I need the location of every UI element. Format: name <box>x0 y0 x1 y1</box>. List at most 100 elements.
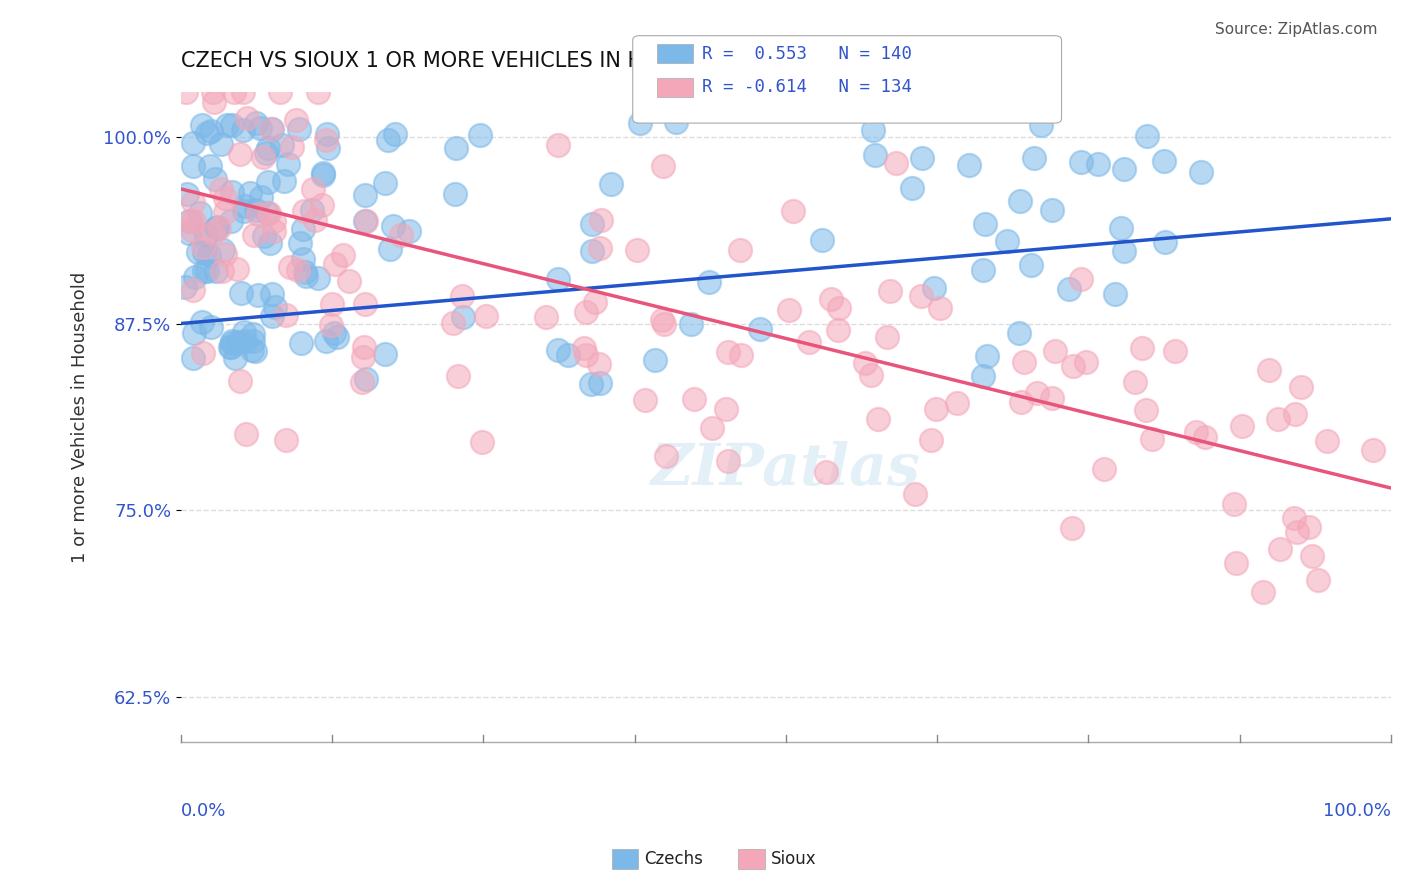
Point <box>332 248 354 262</box>
Point <box>474 309 496 323</box>
Point <box>581 218 603 232</box>
Point <box>193 264 215 278</box>
Point <box>224 351 246 366</box>
Point <box>307 85 329 99</box>
Point <box>191 315 214 329</box>
Point <box>778 303 800 318</box>
Point <box>1123 376 1146 390</box>
Point <box>207 220 229 235</box>
Point <box>187 245 209 260</box>
Point <box>204 221 226 235</box>
Point <box>730 347 752 361</box>
Point <box>451 310 474 325</box>
Point <box>1062 359 1084 373</box>
Point <box>820 292 842 306</box>
Point <box>1142 433 1164 447</box>
Point <box>195 127 218 141</box>
Point <box>1092 462 1115 476</box>
Point <box>176 85 198 99</box>
Point <box>211 243 233 257</box>
Point <box>226 262 249 277</box>
Point <box>232 123 254 137</box>
Text: 0.0%: 0.0% <box>181 802 226 820</box>
Point <box>191 118 214 132</box>
Point <box>239 186 262 201</box>
Point <box>276 309 298 323</box>
Point <box>257 141 280 155</box>
Point <box>263 224 285 238</box>
Point <box>204 264 226 278</box>
Point <box>1060 521 1083 535</box>
Point <box>547 272 569 286</box>
Point <box>374 347 396 361</box>
Point <box>450 288 472 302</box>
Point <box>1225 556 1247 570</box>
Point <box>1135 402 1157 417</box>
Point <box>233 326 256 340</box>
Point <box>356 371 378 385</box>
Point <box>301 202 323 217</box>
Point <box>651 160 673 174</box>
Point <box>218 341 240 355</box>
Point <box>263 214 285 228</box>
Point <box>1222 497 1244 511</box>
Point <box>195 227 218 242</box>
Point <box>1251 584 1274 599</box>
Point <box>1267 411 1289 425</box>
Point <box>655 450 678 464</box>
Point <box>179 214 201 228</box>
Point <box>581 376 603 391</box>
Point <box>447 368 470 383</box>
Point <box>353 188 375 202</box>
Point <box>957 158 980 172</box>
Point <box>1057 283 1080 297</box>
Point <box>717 345 740 359</box>
Point <box>181 159 204 173</box>
Point <box>221 334 243 348</box>
Point <box>1153 154 1175 169</box>
Point <box>1286 524 1309 539</box>
Point <box>879 284 901 298</box>
Point <box>353 214 375 228</box>
Point <box>1284 407 1306 421</box>
Point <box>323 326 346 340</box>
Point <box>1153 235 1175 250</box>
Point <box>377 133 399 147</box>
Point <box>945 396 967 410</box>
Point <box>233 198 256 212</box>
Point <box>201 85 224 99</box>
Point <box>1301 549 1323 564</box>
Point <box>208 221 231 235</box>
Point <box>211 263 233 277</box>
Point <box>245 343 267 358</box>
Point <box>910 289 932 303</box>
Point <box>262 286 284 301</box>
Point <box>221 336 243 351</box>
Point <box>683 392 706 407</box>
Point <box>441 317 464 331</box>
Point <box>209 136 232 151</box>
Point <box>728 243 751 257</box>
Point <box>236 112 259 126</box>
Point <box>202 95 225 109</box>
Point <box>1298 519 1320 533</box>
Point <box>583 294 606 309</box>
Point <box>1185 425 1208 439</box>
Point <box>219 340 242 354</box>
Point <box>1025 385 1047 400</box>
Text: Source: ZipAtlas.com: Source: ZipAtlas.com <box>1215 22 1378 37</box>
Point <box>222 85 245 99</box>
Text: R =  0.553   N = 140: R = 0.553 N = 140 <box>702 45 911 62</box>
Point <box>1010 194 1032 209</box>
Point <box>588 357 610 371</box>
Point <box>972 368 994 383</box>
Point <box>547 138 569 153</box>
Point <box>321 297 343 311</box>
Text: R = -0.614   N = 134: R = -0.614 N = 134 <box>702 78 911 96</box>
Point <box>925 401 948 416</box>
Point <box>1040 202 1063 217</box>
Point <box>256 206 278 220</box>
Text: Sioux: Sioux <box>770 850 815 868</box>
Point <box>260 122 283 136</box>
Point <box>221 185 243 199</box>
